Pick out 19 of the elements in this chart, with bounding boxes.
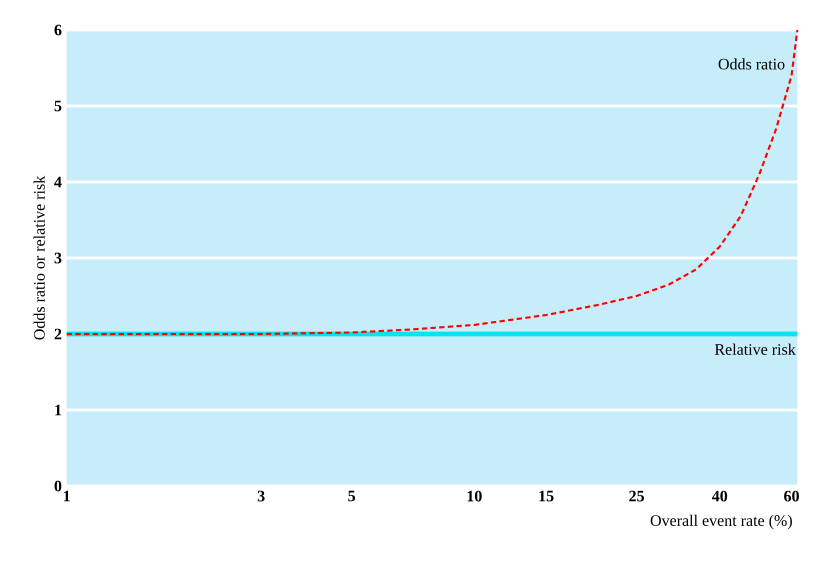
x-tick-label: 15	[539, 490, 554, 502]
y-tick-label: 0	[54, 480, 62, 492]
x-tick-label: 1	[64, 490, 70, 502]
y-tick-label: 3	[54, 252, 62, 264]
x-tick-label: 3	[258, 490, 265, 502]
y-tick-label: 5	[54, 100, 62, 112]
x-tick-label: 5	[348, 490, 356, 502]
series-label: Odds ratio	[718, 58, 784, 70]
x-axis-title: Overall event rate (%)	[650, 514, 792, 530]
series-label: Relative risk	[714, 344, 796, 355]
y-axis-title: Odds ratio or relative risk	[34, 176, 45, 340]
x-tick-label: 10	[468, 490, 482, 502]
y-tick-label: 1	[55, 404, 62, 416]
x-tick-label: 60	[784, 490, 799, 502]
x-tick-label: 40	[712, 490, 728, 502]
x-tick-label: 25	[629, 490, 644, 502]
y-tick-label: 4	[54, 176, 62, 188]
y-tick-label: 2	[54, 328, 62, 340]
y-tick-label: 6	[54, 24, 62, 36]
